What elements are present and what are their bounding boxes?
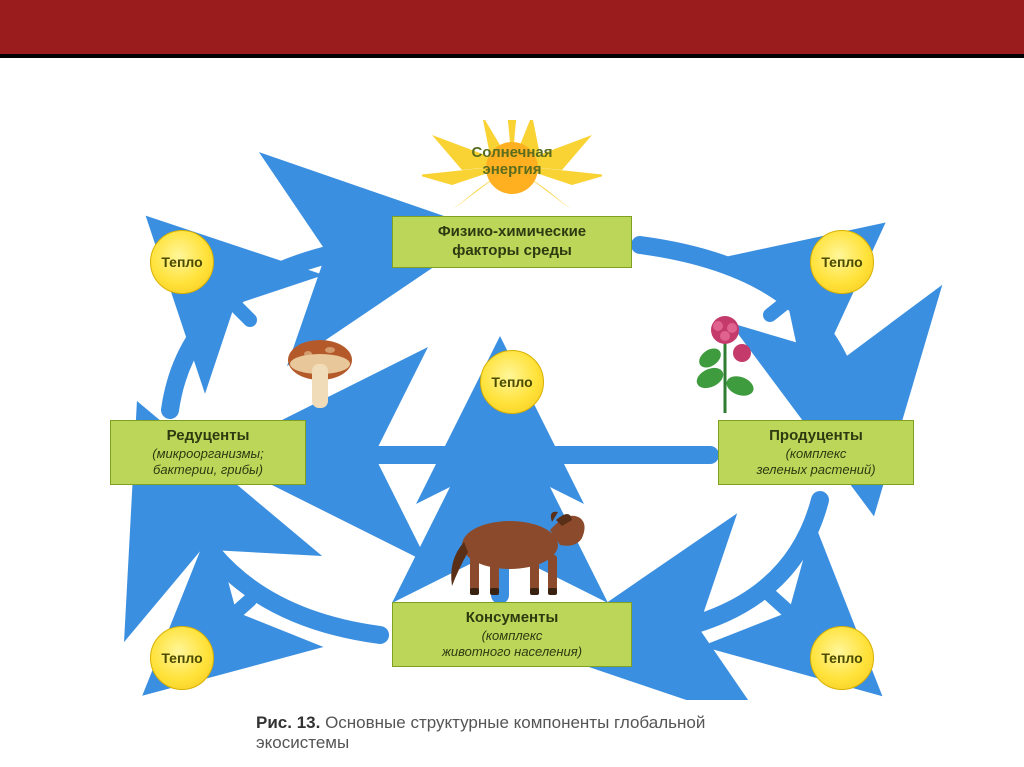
consumers-sub1: (комплекс: [401, 628, 623, 644]
reducers-title: Редуценты: [119, 427, 297, 446]
caption-text: Основные структурные компоненты глобальн…: [256, 713, 705, 752]
horse-icon: [430, 490, 600, 600]
producers-sub2: зеленых растений): [727, 462, 905, 478]
box-producers: Продуценты (комплекс зеленых растений): [718, 420, 914, 485]
reducers-sub2: бактерии, грибы): [119, 462, 297, 478]
heat-label: Тепло: [161, 650, 202, 666]
ecosystem-diagram: Солнечная энергия: [0, 60, 1024, 700]
heat-center: Тепло: [480, 350, 544, 414]
heat-label: Тепло: [491, 374, 532, 390]
sun-label-line1: Солнечная: [471, 144, 552, 161]
box-environment-factors: Физико-химические факторы среды: [392, 216, 632, 268]
flower-icon: [680, 308, 770, 418]
header-bar: [0, 0, 1024, 58]
env-title: Физико-химические: [401, 223, 623, 242]
box-reducers: Редуценты (микроорганизмы; бактерии, гри…: [110, 420, 306, 485]
heat-label: Тепло: [821, 254, 862, 270]
consumers-sub2: животного населения): [401, 644, 623, 660]
box-consumers: Консументы (комплекс животного населения…: [392, 602, 632, 667]
heat-label: Тепло: [161, 254, 202, 270]
sun-label: Солнечная энергия: [471, 145, 552, 178]
heat-top-left: Тепло: [150, 230, 214, 294]
heat-top-right: Тепло: [810, 230, 874, 294]
heat-bottom-left: Тепло: [150, 626, 214, 690]
consumers-title: Консументы: [401, 609, 623, 628]
producers-sub1: (комплекс: [727, 446, 905, 462]
heat-label: Тепло: [821, 650, 862, 666]
reducers-sub1: (микроорганизмы;: [119, 446, 297, 462]
sun-label-line2: энергия: [482, 161, 541, 178]
figure-caption: Рис. 13. Основные структурные компоненты…: [256, 713, 768, 753]
mushroom-icon: [280, 330, 360, 420]
producers-title: Продуценты: [727, 427, 905, 446]
env-sub: факторы среды: [401, 242, 623, 261]
heat-bottom-right: Тепло: [810, 626, 874, 690]
caption-prefix: Рис. 13.: [256, 713, 320, 732]
